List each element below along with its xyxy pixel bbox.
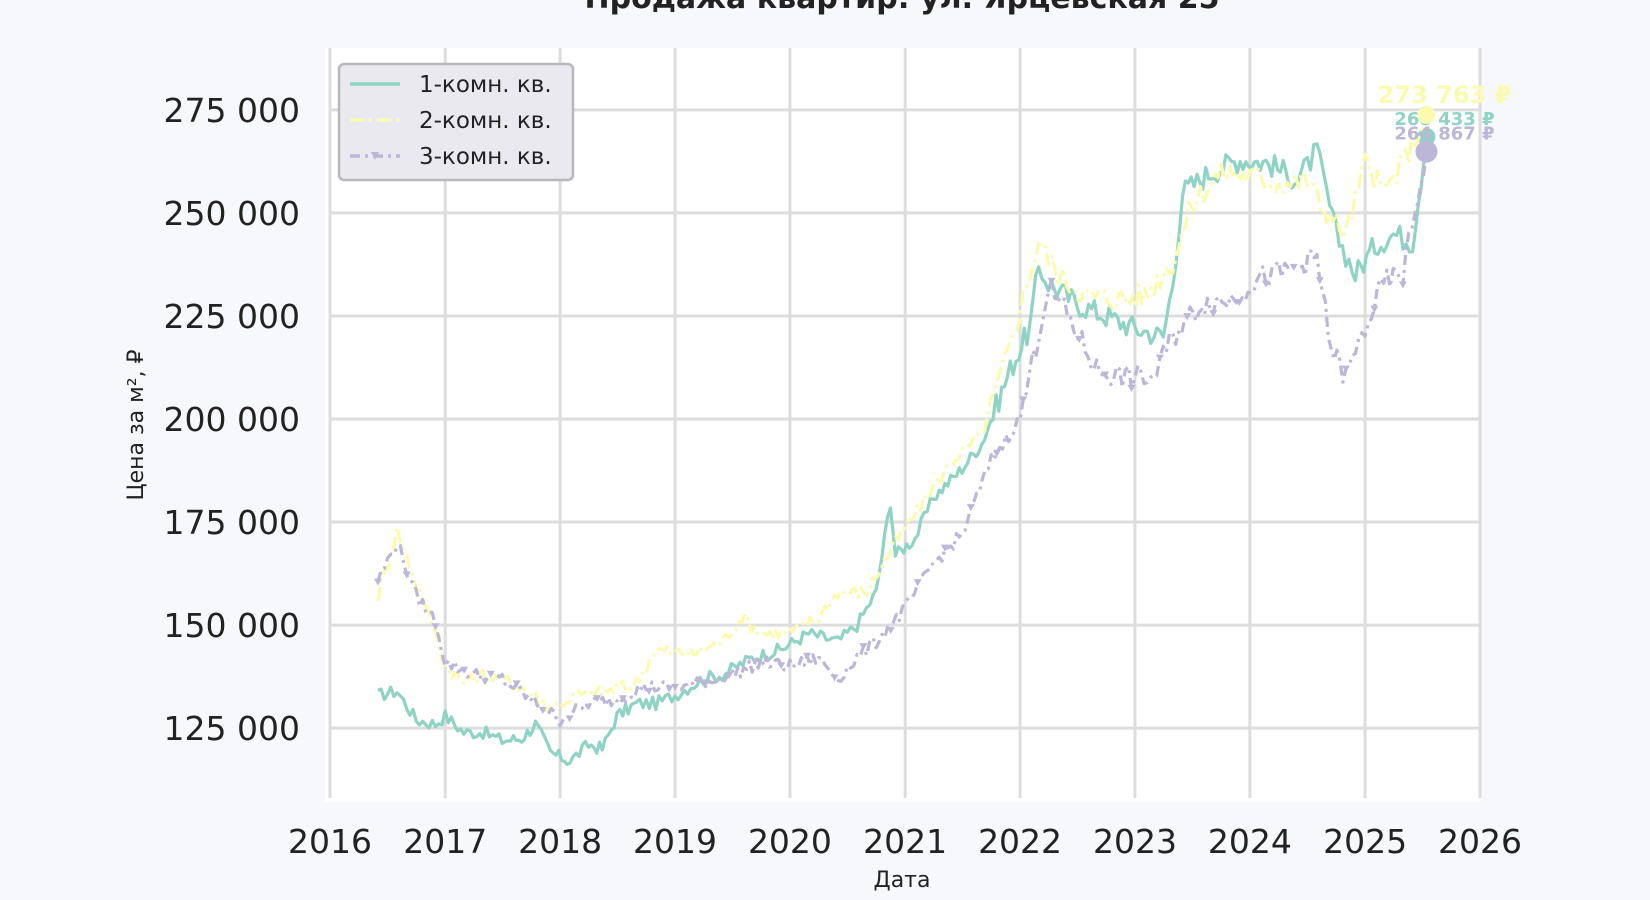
y-tick-label: 150 000 — [164, 606, 300, 645]
series-marker — [618, 695, 627, 703]
x-tick-label: 2021 — [863, 822, 947, 861]
series-marker — [593, 695, 602, 703]
legend-marker — [371, 152, 379, 160]
legend-box — [337, 62, 575, 182]
series-3: 264 867 ₽ — [373, 124, 1495, 728]
series-marker — [1289, 263, 1298, 271]
series-marker — [402, 571, 411, 579]
series-marker — [966, 504, 975, 512]
series-marker — [512, 680, 521, 688]
series-marker — [751, 658, 760, 666]
series-end-label: 273 763 ₽ — [1378, 81, 1512, 109]
y-tick-label: 200 000 — [164, 400, 300, 439]
series-line — [376, 113, 1428, 714]
legend-item: 2-комн. кв. — [350, 108, 552, 134]
legend-label: 1-комн. кв. — [419, 72, 552, 98]
series-marker — [1370, 305, 1379, 313]
y-tick-label: 225 000 — [164, 297, 300, 336]
series-marker — [1075, 335, 1084, 343]
series-end-label: 264 867 ₽ — [1394, 124, 1494, 145]
x-axis-label: Дата — [874, 868, 931, 893]
series-marker — [1209, 310, 1218, 318]
y-tick-label: 275 000 — [164, 91, 300, 130]
series-marker — [886, 627, 895, 635]
series-marker — [1101, 371, 1110, 379]
x-tick-label: 2020 — [748, 822, 832, 861]
legend-label: 2-комн. кв. — [419, 108, 552, 134]
series-marker — [992, 449, 1001, 457]
series-marker — [486, 670, 495, 678]
x-tick-label: 2023 — [1093, 822, 1177, 861]
series-marker — [373, 578, 382, 586]
legend-label: 3-комн. кв. — [419, 144, 552, 170]
series-marker — [1235, 299, 1244, 306]
series-marker — [830, 674, 839, 682]
series-marker — [859, 643, 868, 651]
x-tick-label: 2016 — [288, 822, 372, 861]
x-tick-label: 2022 — [978, 822, 1062, 861]
legend-item: 3-комн. кв. — [350, 144, 552, 170]
series-2: 273 763 ₽ — [376, 81, 1512, 714]
x-tick-label: 2026 — [1438, 822, 1522, 861]
series-line — [376, 151, 1429, 728]
series-marker — [940, 544, 949, 552]
x-tick-label: 2019 — [633, 822, 717, 861]
series-marker — [460, 666, 469, 674]
series-marker — [1315, 277, 1324, 285]
series-marker — [538, 706, 547, 714]
series-marker — [725, 671, 734, 679]
series-marker — [645, 687, 653, 695]
series-line — [377, 136, 1429, 766]
series-end-marker — [1417, 127, 1436, 146]
series-marker — [565, 715, 574, 723]
series-marker — [777, 662, 786, 670]
legend: 1-комн. кв. 2-комн. кв. 3-комн. кв. — [337, 62, 575, 182]
series-marker — [803, 652, 812, 660]
series-marker — [1398, 281, 1407, 289]
series-marker — [699, 679, 708, 687]
legend-item: 1-комн. кв. — [350, 72, 552, 98]
tick-labels: 2016 2017 2018 2019 2020 2021 2022 2023 2024 2025… — [164, 91, 1522, 861]
series-marker — [1127, 384, 1136, 392]
x-tick-label: 2024 — [1208, 822, 1292, 861]
y-tick-label: 125 000 — [164, 709, 300, 748]
y-axis-label: Цена за м², ₽ — [124, 349, 149, 500]
series-marker — [1183, 313, 1192, 321]
x-tick-label: 2025 — [1323, 822, 1407, 861]
x-tick-label: 2018 — [518, 822, 602, 861]
chart-title: Продажа квартир: ул. Ярцевская 25 — [585, 0, 1220, 16]
y-tick-label: 250 000 — [164, 194, 300, 233]
series-marker — [431, 623, 440, 631]
series-marker — [1341, 365, 1350, 373]
series-marker — [671, 683, 679, 691]
series-marker — [913, 579, 922, 587]
x-tick-label: 2017 — [403, 822, 487, 861]
series-marker — [1261, 280, 1270, 288]
y-tick-label: 175 000 — [164, 503, 300, 542]
series-end-marker — [1417, 105, 1436, 124]
series-marker — [1019, 396, 1028, 404]
series-marker — [1155, 354, 1164, 362]
series-layer: 268 433 ₽273 763 ₽264 867 ₽ — [373, 81, 1512, 766]
series-end-marker — [1415, 140, 1438, 163]
series-marker — [1047, 277, 1056, 285]
